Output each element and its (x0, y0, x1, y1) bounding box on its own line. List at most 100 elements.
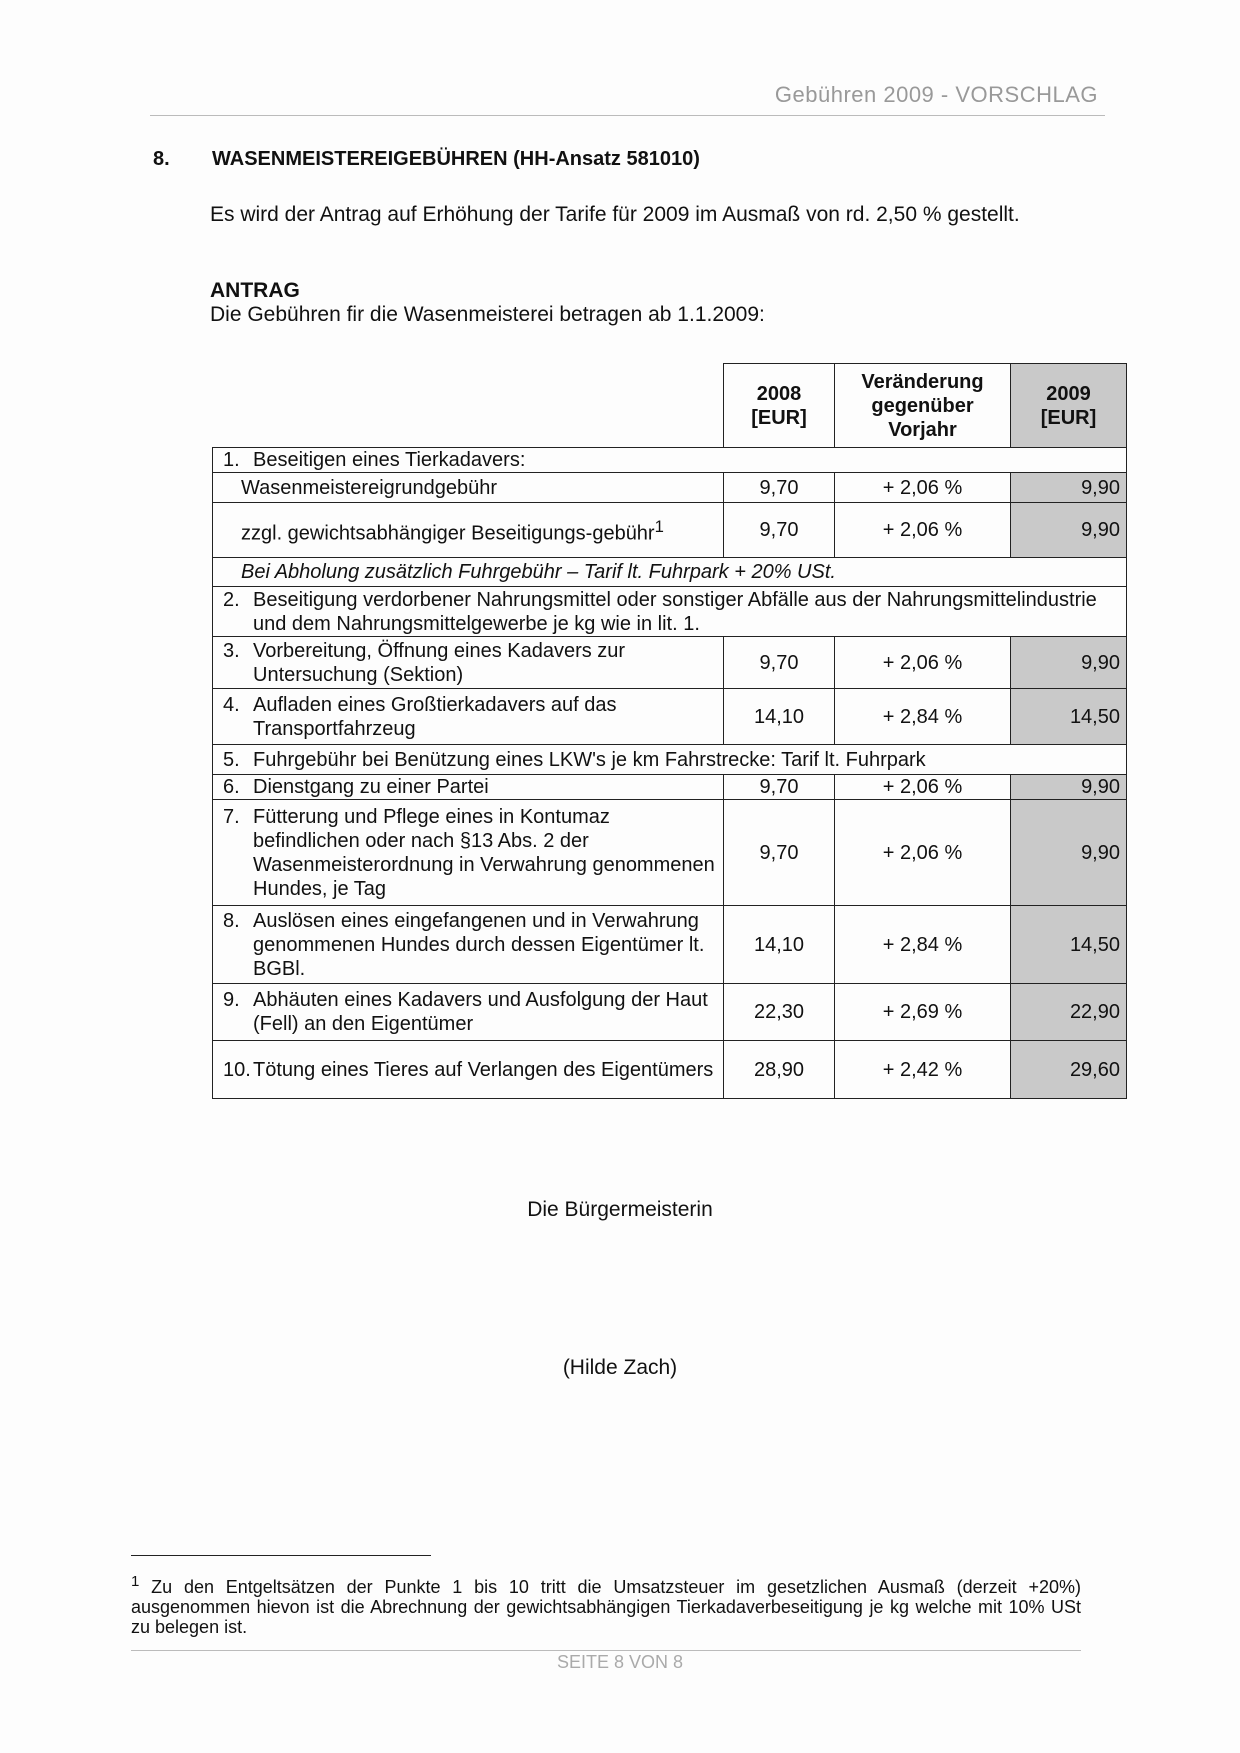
row-label-cell: 5. Fuhrgebühr bei Benützung eines LKW's j… (212, 744, 1127, 775)
header-2008: 2008 [EUR] (723, 363, 835, 448)
footnote-text: Zu den Entgeltsätzen der Punkte 1 bis 10… (131, 1577, 1081, 1637)
row-label-text: Fuhrgebühr bei Benützung eines LKW's je … (253, 748, 926, 771)
row-label: Aufladen eines Großtierkadavers auf das … (253, 693, 717, 741)
row-label: Vorbereitung, Öffnung eines Kadavers zur… (253, 639, 717, 687)
row-label-cell: zzgl. gewichtsabhängiger Beseitigungs-ge… (212, 502, 724, 558)
value-2008: 14,10 (723, 905, 835, 984)
intro-text: Die Gebühren fir die Wasenmeisterei betr… (210, 303, 765, 326)
value-2009: 9,90 (1010, 636, 1127, 689)
footnote: 1 Zu den Entgeltsätzen der Punkte 1 bis … (131, 1572, 1081, 1637)
row-label-cell: 10. Tötung eines Tieres auf Verlangen des… (212, 1040, 724, 1099)
footnote-divider (131, 1555, 431, 1556)
running-header: Gebühren 2009 - VORSCHLAG (774, 82, 1098, 107)
page-number: SEITE 8 VON 8 (556, 1652, 684, 1672)
section-title: WASENMEISTEREIGEBÜHREN (HH-Ansatz 581010… (212, 148, 700, 170)
value-2009: 9,90 (1010, 502, 1127, 558)
table-row: 4. Aufladen eines Großtierkadavers auf da… (212, 688, 1127, 745)
value-2008: 22,30 (723, 983, 835, 1041)
row-label-text: Fütterung und Pflege eines in Kontumaz b… (253, 805, 715, 900)
antrag-heading: ANTRAG (210, 279, 300, 302)
row-number: 2. (223, 588, 240, 611)
table-row: 5. Fuhrgebühr bei Benützung eines LKW's j… (212, 744, 1127, 775)
row-label-text: Tötung eines Tieres auf Verlangen des Ei… (253, 1058, 714, 1081)
footnote-mark: 1 (131, 1573, 140, 1590)
value-change: + 2,06 % (834, 636, 1011, 689)
header-divider (150, 115, 1105, 116)
table-row: Bei Abholung zusätzlich Fuhrgebühr – Tar… (212, 557, 1127, 587)
table-row: 6. Dienstgang zu einer Partei 9,70 + 2,06… (212, 774, 1127, 800)
row-number: 4. (223, 693, 240, 716)
value-2009: 29,60 (1010, 1040, 1127, 1099)
section-paragraph: Es wird der Antrag auf Erhöhung der Tari… (210, 203, 1020, 226)
header-change: Veränderung gegenüber Vorjahr (834, 363, 1011, 448)
value-change: + 2,42 % (834, 1040, 1011, 1099)
table-row: 8. Auslösen eines eingefangenen und in Ve… (212, 905, 1127, 984)
value-2008: 9,70 (723, 502, 835, 558)
row-label-cell: 8. Auslösen eines eingefangenen und in Ve… (212, 905, 724, 984)
value-2009: 9,90 (1010, 472, 1127, 503)
row-label: Beseitigung verdorbener Nahrungsmittel o… (253, 588, 1120, 636)
table-row: zzgl. gewichtsabhängiger Beseitigungs-ge… (212, 502, 1127, 558)
row-label-text: Beseitigen eines Tierkadavers: (253, 449, 526, 471)
row-label: Tötung eines Tieres auf Verlangen des Ei… (253, 1058, 713, 1082)
row-label: Beseitigen eines Tierkadavers: (253, 448, 525, 472)
row-label-cell: 3. Vorbereitung, Öffnung eines Kadavers z… (212, 636, 724, 689)
value-change: + 2,06 % (834, 799, 1011, 906)
signature-name: (Hilde Zach) (562, 1356, 678, 1379)
row-label-text: Dienstgang zu einer Partei (253, 776, 489, 798)
value-change: + 2,06 % (834, 502, 1011, 558)
row-label: Auslösen eines eingefangenen und in Verw… (253, 909, 717, 981)
value-2009: 9,90 (1010, 799, 1127, 906)
row-label-cell: 7. Fütterung und Pflege eines in Kontumaz… (212, 799, 724, 906)
row-label-text: Abhäuten eines Kadavers und Ausfolgung d… (253, 989, 708, 1035)
value-2008: 9,70 (723, 472, 835, 503)
header-blank (212, 363, 724, 448)
row-label-text: Auslösen eines eingefangenen und in Verw… (253, 909, 705, 980)
row-label-text: Beseitigung verdorbener Nahrungsmittel o… (253, 588, 1097, 635)
value-change: + 2,84 % (834, 688, 1011, 745)
header-2009: 2009 [EUR] (1010, 363, 1127, 448)
value-2008: 28,90 (723, 1040, 835, 1099)
row-label-cell: 4. Aufladen eines Großtierkadavers auf da… (212, 688, 724, 745)
section-number: 8. (153, 148, 170, 170)
row-label-cell: 1. Beseitigen eines Tierkadavers: (212, 447, 1127, 473)
row-note: Bei Abholung zusätzlich Fuhrgebühr – Tar… (212, 557, 1127, 587)
row-label: Wasenmeistereigrundgebühr (241, 476, 497, 500)
row-number: 9. (223, 989, 240, 1011)
row-number: 8. (223, 909, 240, 932)
signature-role: Die Bürgermeisterin (527, 1198, 713, 1221)
row-number: 1. (223, 449, 240, 471)
row-label: Dienstgang zu einer Partei (253, 775, 489, 799)
row-label-text: Aufladen eines Großtierkadavers auf das … (253, 693, 617, 740)
row-label: Fuhrgebühr bei Benützung eines LKW's je … (253, 748, 926, 772)
row-number: 3. (223, 639, 240, 662)
row-label-cell: 9. Abhäuten eines Kadavers und Ausfolgung… (212, 983, 724, 1041)
value-2009: 22,90 (1010, 983, 1127, 1041)
footnote-ref: 1 (654, 516, 664, 536)
table-row: 1. Beseitigen eines Tierkadavers: (212, 447, 1127, 473)
row-label-text: Wasenmeistereigrundgebühr (241, 476, 498, 499)
row-label-cell: 2. Beseitigung verdorbener Nahrungsmittel… (212, 586, 1127, 637)
value-2009: 9,90 (1010, 774, 1127, 800)
table-row: Wasenmeistereigrundgebühr 9,70 + 2,06 % … (212, 472, 1127, 503)
value-change: + 2,06 % (834, 472, 1011, 503)
table-row: 10. Tötung eines Tieres auf Verlangen des… (212, 1040, 1127, 1099)
table-row: 7. Fütterung und Pflege eines in Kontumaz… (212, 799, 1127, 906)
row-label-cell: 6. Dienstgang zu einer Partei (212, 774, 724, 800)
value-change: + 2,69 % (834, 983, 1011, 1041)
row-number: 7. (223, 805, 240, 828)
row-label-text: zzgl. gewichtsabhängiger Beseitigungs-ge… (241, 522, 655, 545)
table-header-row: 2008 [EUR] Veränderung gegenüber Vorjahr… (212, 363, 1127, 448)
table-row: 2. Beseitigung verdorbener Nahrungsmittel… (212, 586, 1127, 637)
row-number: 5. (223, 748, 240, 771)
value-2008: 9,70 (723, 774, 835, 800)
row-label: Abhäuten eines Kadavers und Ausfolgung d… (253, 988, 717, 1036)
value-change: + 2,84 % (834, 905, 1011, 984)
row-label: zzgl. gewichtsabhängiger Beseitigungs-ge… (241, 515, 664, 546)
value-2009: 14,50 (1010, 688, 1127, 745)
value-2008: 9,70 (723, 799, 835, 906)
row-number: 10. (223, 1058, 251, 1081)
table-row: 9. Abhäuten eines Kadavers und Ausfolgung… (212, 983, 1127, 1041)
table-row: 3. Vorbereitung, Öffnung eines Kadavers z… (212, 636, 1127, 689)
row-number: 6. (223, 776, 240, 798)
